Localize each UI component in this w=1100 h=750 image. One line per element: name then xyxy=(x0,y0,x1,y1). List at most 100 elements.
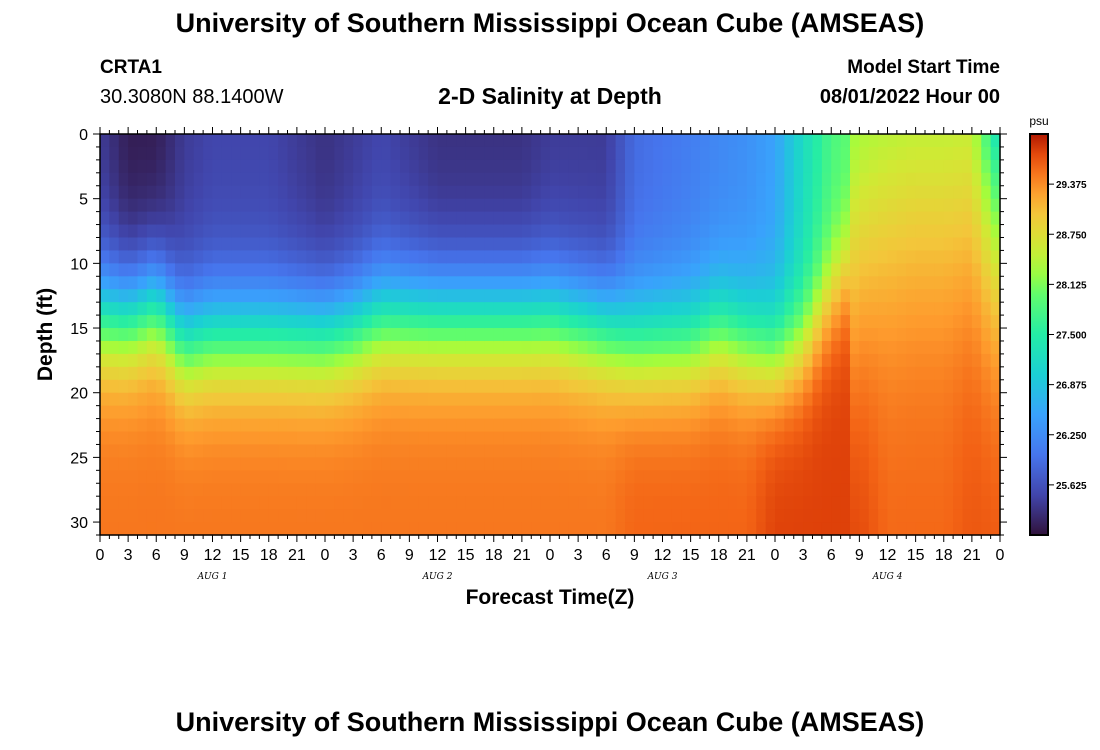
heatmap-cell xyxy=(746,250,757,264)
heatmap-cell xyxy=(418,263,429,277)
heatmap-cell xyxy=(737,470,748,484)
heatmap-cell xyxy=(146,522,157,536)
heatmap-cell xyxy=(662,185,673,200)
heatmap-cell xyxy=(690,509,701,523)
heatmap-cell xyxy=(906,172,917,187)
heatmap-cell xyxy=(381,185,392,200)
heatmap-cell xyxy=(390,457,401,471)
heatmap-cell xyxy=(409,328,420,342)
heatmap-cell xyxy=(550,340,560,355)
heatmap-cell xyxy=(362,366,373,381)
heatmap-cell xyxy=(812,289,823,303)
heatmap-cell xyxy=(268,392,279,407)
heatmap-cell xyxy=(943,146,954,161)
heatmap-cell xyxy=(512,263,523,277)
heatmap-cell xyxy=(175,444,185,458)
heatmap-cell xyxy=(493,366,504,381)
heatmap-cell xyxy=(596,146,607,161)
heatmap-cell xyxy=(343,237,354,252)
heatmap-cell xyxy=(568,366,579,381)
heatmap-cell xyxy=(146,302,157,316)
heatmap-cell xyxy=(981,250,992,264)
heatmap-cell xyxy=(231,134,242,148)
heatmap-cell xyxy=(784,509,795,523)
heatmap-cell xyxy=(540,340,551,355)
heatmap-cell xyxy=(315,185,326,200)
heatmap-cell xyxy=(381,418,392,433)
x-tick-label: 18 xyxy=(710,547,728,564)
heatmap-cell xyxy=(915,392,926,407)
heatmap-cell xyxy=(446,172,457,187)
heatmap-cell xyxy=(268,509,279,523)
heatmap-cell xyxy=(990,509,1001,523)
heatmap-cell xyxy=(812,328,823,342)
heatmap-cell xyxy=(493,509,504,523)
heatmap-cell xyxy=(550,431,560,446)
heatmap-cell xyxy=(325,366,335,381)
heatmap-cell xyxy=(165,172,176,187)
heatmap-cell xyxy=(906,353,917,368)
heatmap-cell xyxy=(671,159,682,174)
heatmap-cell xyxy=(221,211,232,226)
heatmap-cell xyxy=(681,276,692,290)
heatmap-cell xyxy=(925,159,935,174)
heatmap-cell xyxy=(325,379,335,394)
heatmap-cell xyxy=(793,457,804,471)
heatmap-cell xyxy=(540,366,551,381)
heatmap-cell xyxy=(353,496,364,510)
heatmap-cell xyxy=(146,315,157,329)
heatmap-cell xyxy=(550,366,560,381)
heatmap-cell xyxy=(109,353,120,368)
heatmap-cell xyxy=(325,483,335,497)
heatmap-cell xyxy=(465,379,476,394)
heatmap-cell xyxy=(709,289,720,303)
heatmap-cell xyxy=(456,522,467,536)
y-tick-label: 10 xyxy=(70,256,88,273)
heatmap-cell xyxy=(662,276,673,290)
heatmap-cell xyxy=(915,250,926,264)
heatmap-cell xyxy=(756,379,767,394)
heatmap-cell xyxy=(306,185,317,200)
x-axis-label: Forecast Time(Z) xyxy=(466,586,635,609)
heatmap-cell xyxy=(315,379,326,394)
heatmap-cell xyxy=(746,276,757,290)
heatmap-cell xyxy=(334,134,345,148)
heatmap-cell xyxy=(521,224,532,239)
heatmap-cell xyxy=(953,457,964,471)
heatmap-cell xyxy=(868,172,879,187)
heatmap-cell xyxy=(990,276,1001,290)
heatmap-cell xyxy=(943,134,954,148)
heatmap-cell xyxy=(934,392,945,407)
heatmap-cell xyxy=(850,340,860,355)
heatmap-cell xyxy=(287,366,298,381)
heatmap-cell xyxy=(671,134,682,148)
heatmap-cell xyxy=(803,159,814,174)
heatmap-cell xyxy=(156,276,167,290)
heatmap-cell xyxy=(137,263,148,277)
heatmap-cell xyxy=(212,315,223,329)
heatmap-cell xyxy=(728,457,739,471)
heatmap-cell xyxy=(446,522,457,536)
heatmap-cell xyxy=(709,522,720,536)
heatmap-cell xyxy=(278,366,289,381)
heatmap-cell xyxy=(212,392,223,407)
heatmap-cell xyxy=(221,444,232,458)
heatmap-cell xyxy=(109,237,120,252)
heatmap-cell xyxy=(671,392,682,407)
heatmap-cell xyxy=(306,146,317,161)
heatmap-cell xyxy=(784,366,795,381)
heatmap-cell xyxy=(559,315,570,329)
heatmap-cell xyxy=(137,431,148,446)
heatmap-cell xyxy=(878,263,889,277)
heatmap-cell xyxy=(296,263,307,277)
heatmap-cell xyxy=(812,340,823,355)
heatmap-cell xyxy=(625,457,635,471)
heatmap-cell xyxy=(953,315,964,329)
heatmap-cell xyxy=(353,211,364,226)
heatmap-cell xyxy=(578,496,589,510)
heatmap-cell xyxy=(943,237,954,252)
heatmap-cell xyxy=(728,470,739,484)
heatmap-cell xyxy=(812,353,823,368)
heatmap-cell xyxy=(118,340,129,355)
heatmap-cell xyxy=(503,237,514,252)
